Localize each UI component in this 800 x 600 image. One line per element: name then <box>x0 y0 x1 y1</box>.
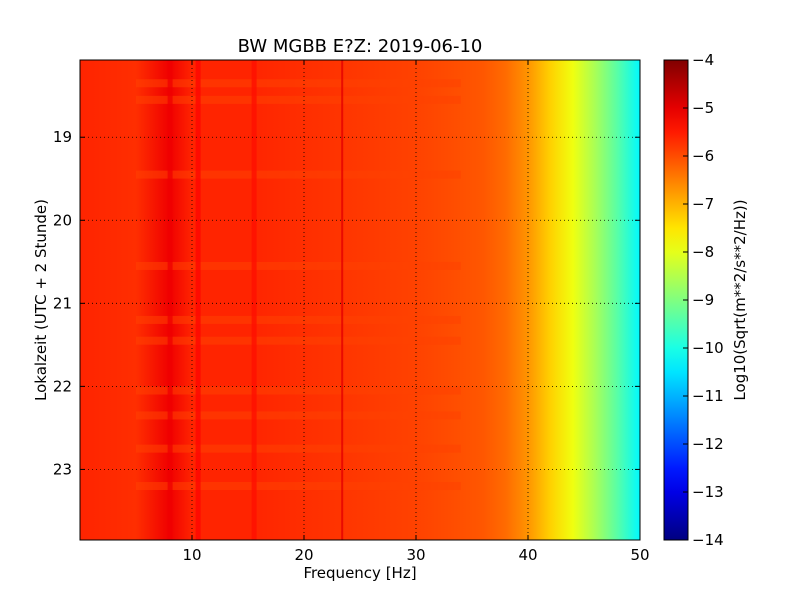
colorbar-tick-label: −12 <box>692 435 724 453</box>
colorbar-tick-label: −9 <box>692 291 714 309</box>
x-axis-ticks: 10 20 30 40 50 <box>182 60 650 564</box>
spectral-line <box>195 60 201 540</box>
spectral-line <box>167 60 173 540</box>
time-band <box>136 411 461 420</box>
colorbar-tick-label: −10 <box>692 339 724 357</box>
time-band <box>136 95 461 104</box>
time-bands <box>136 79 461 491</box>
time-band <box>136 261 461 270</box>
time-band <box>136 170 461 179</box>
y-tick-label: 20 <box>53 211 72 229</box>
colorbar-tick-label: −6 <box>692 147 714 165</box>
y-tick-label: 19 <box>53 128 72 146</box>
spectral-lines <box>167 60 344 540</box>
y-axis-ticks: 19 20 21 22 23 <box>53 128 640 478</box>
colorbar-tick-label: −11 <box>692 387 724 405</box>
y-tick-label: 23 <box>53 460 72 478</box>
spectral-line <box>341 60 344 540</box>
grid-lines <box>80 60 640 540</box>
time-band <box>136 315 461 324</box>
colorbar-label: Log10(Sqrt(m**2/s**2/Hz)) <box>731 199 749 400</box>
colorbar-tick-label: −5 <box>692 99 714 117</box>
spectrogram-background <box>80 60 640 540</box>
y-tick-label: 21 <box>53 294 72 312</box>
x-axis-label: Frequency [Hz] <box>303 564 416 582</box>
time-band <box>136 386 461 395</box>
x-tick-label: 10 <box>182 546 201 564</box>
y-tick-label: 22 <box>53 377 72 395</box>
x-tick-label: 50 <box>630 546 649 564</box>
chart-title: BW MGBB E?Z: 2019-06-10 <box>238 36 483 57</box>
colorbar: −4 −5 −6 −7 −8 −9 −10 −11 −12 −13 −14 <box>663 51 724 549</box>
time-band <box>136 79 461 88</box>
plot-frame <box>79 59 641 541</box>
x-tick-label: 30 <box>406 546 425 564</box>
time-band <box>136 482 461 491</box>
colorbar-tick-label: −13 <box>692 483 724 501</box>
time-band <box>136 336 461 345</box>
colorbar-tick-label: −7 <box>692 195 714 213</box>
colorbar-tick-label: −4 <box>692 51 714 69</box>
spectral-line <box>251 60 257 540</box>
time-band <box>136 444 461 453</box>
y-axis-label: Lokalzeit (UTC + 2 Stunde) <box>32 199 50 401</box>
colorbar-tick-label: −14 <box>692 531 724 549</box>
x-tick-label: 40 <box>518 546 537 564</box>
colorbar-ticks: −4 −5 −6 −7 −8 −9 −10 −11 −12 −13 −14 <box>683 51 724 549</box>
x-tick-label: 20 <box>294 546 313 564</box>
colorbar-tick-label: −8 <box>692 243 714 261</box>
plot-area: 10 20 30 40 50 19 20 21 22 23 <box>53 59 650 564</box>
